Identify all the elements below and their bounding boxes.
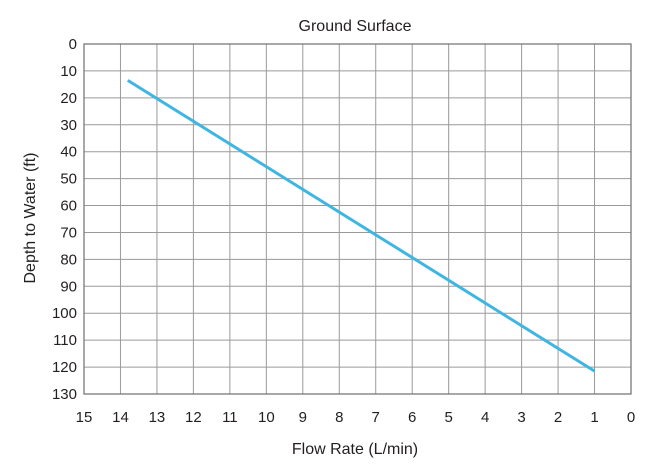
x-tick-label: 12 [185,409,202,426]
y-tick-label: 80 [60,251,77,268]
plot-frame [83,43,632,395]
chart-title: Ground Surface [299,18,412,35]
x-axis-label: Flow Rate (L/min) [292,441,418,458]
y-tick-label: 130 [52,386,77,403]
x-tick-label: 0 [627,409,635,426]
y-tick-label: 90 [60,278,77,295]
x-tick-label: 11 [222,409,238,426]
x-tick-label: 13 [149,409,166,426]
y-axis-ticks: 0 10 20 30 40 50 60 70 80 90 100 110 120 130 [52,36,77,403]
y-tick-label: 100 [52,305,77,322]
x-tick-label: 10 [258,409,275,426]
y-tick-label: 40 [60,144,77,161]
y-tick-label: 50 [60,171,77,188]
x-tick-label: 8 [335,409,343,426]
y-tick-label: 70 [60,224,77,241]
y-tick-label: 110 [53,332,77,349]
y-tick-label: 30 [60,117,77,134]
x-axis-ticks: 15 14 13 12 11 10 9 8 7 6 5 4 3 2 1 0 [76,409,636,426]
y-tick-label: 20 [60,90,77,107]
x-tick-label: 1 [590,409,598,426]
x-tick-label: 2 [554,409,562,426]
x-tick-label: 15 [76,409,93,426]
y-tick-label: 120 [52,359,77,376]
y-tick-label: 0 [69,36,77,53]
y-tick-label: 60 [60,198,77,215]
y-tick-label: 10 [60,63,77,80]
x-tick-label: 4 [481,409,489,426]
grid [83,43,632,395]
x-tick-label: 9 [299,409,307,426]
x-tick-label: 3 [517,409,525,426]
x-tick-label: 6 [408,409,416,426]
y-axis-label: Depth to Water (ft) [22,153,39,284]
x-tick-label: 14 [112,409,129,426]
x-tick-label: 5 [444,409,452,426]
x-tick-label: 7 [372,409,380,426]
series-layer [126,79,596,373]
series-line [126,79,596,373]
